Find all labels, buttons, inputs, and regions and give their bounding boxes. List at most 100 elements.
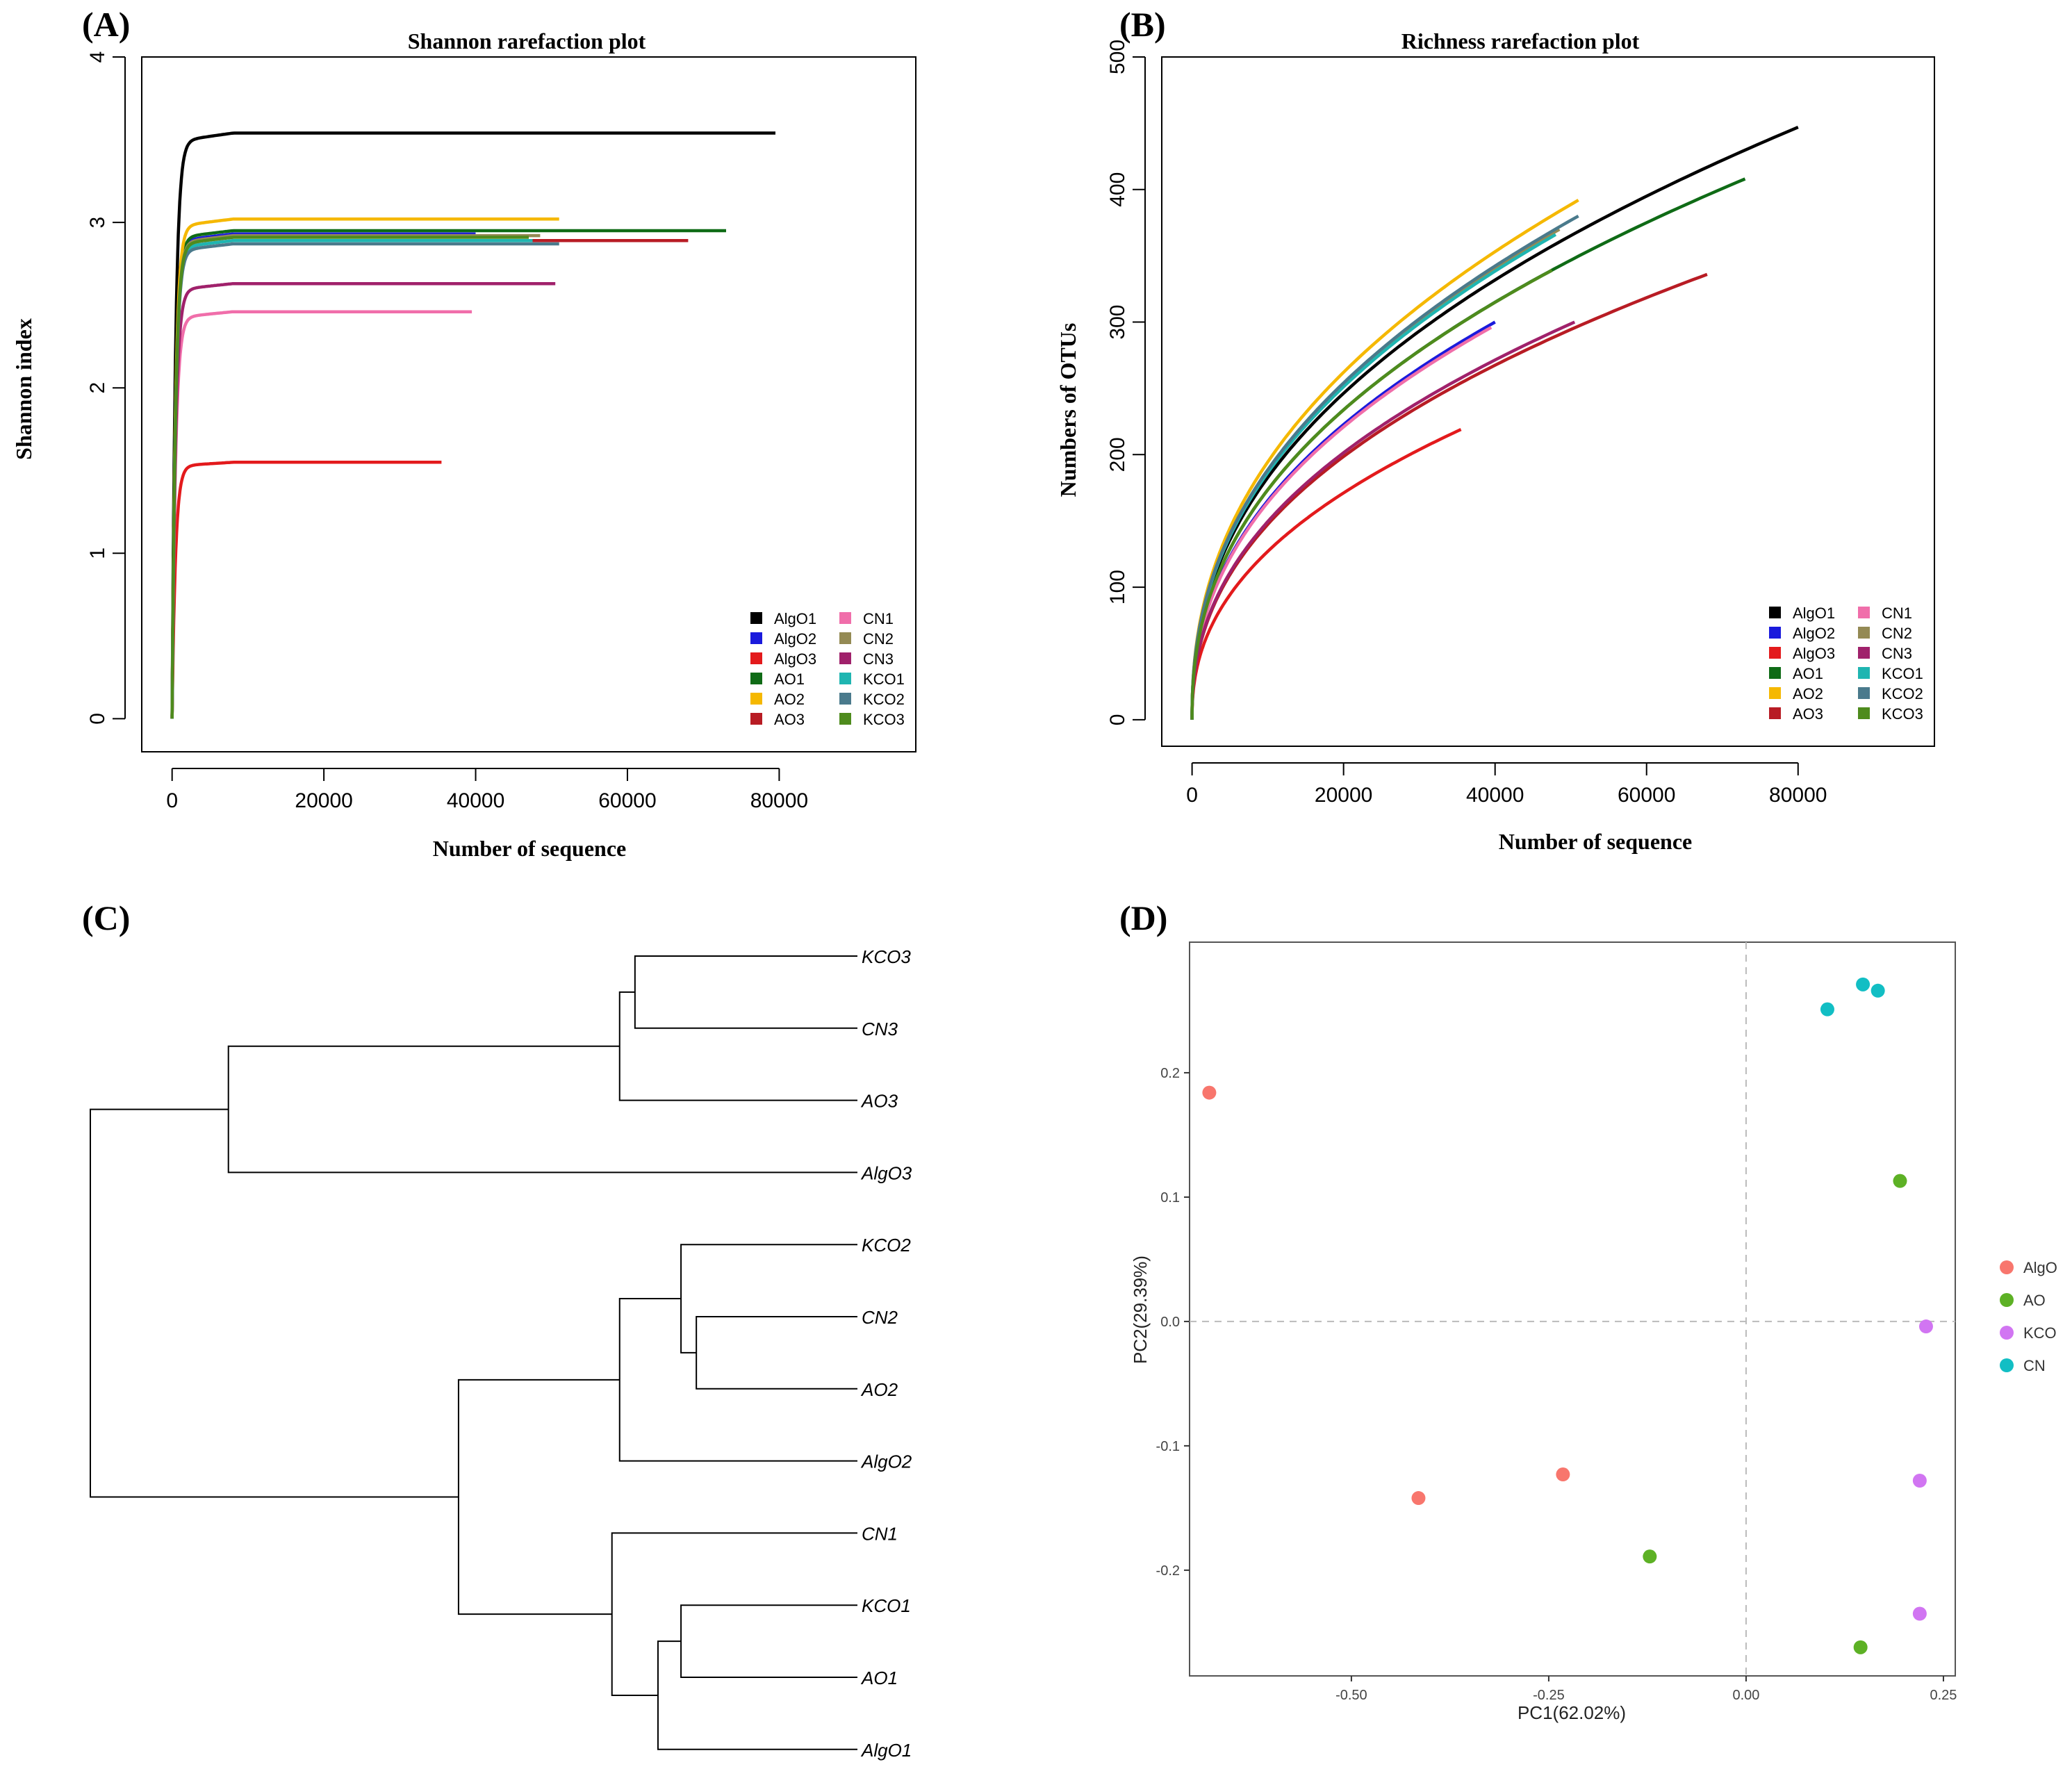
series-line-cn2-a xyxy=(170,233,541,720)
x-tick-label-d: 0.25 xyxy=(1930,1688,1957,1703)
legend-label-algo1-b: AlgO1 xyxy=(1793,604,1835,622)
x-tick-label-b: 20000 xyxy=(1315,784,1372,807)
legend-label-cn: CN xyxy=(2023,1357,2046,1374)
x-tick-label-d: -0.50 xyxy=(1335,1688,1367,1703)
x-tick-label-a: 80000 xyxy=(750,789,808,812)
point-algo xyxy=(1202,1085,1217,1100)
legend-label-kco2-a: KCO2 xyxy=(863,691,905,708)
series-lines-b xyxy=(1190,126,1799,720)
x-ticks-d: -0.50 -0.25 0.00 0.25 xyxy=(1335,1676,1957,1703)
y-ticks-d: 0.2 0.1 0.0 -0.1 -0.2 xyxy=(1156,1066,1190,1579)
series-line-algo3-a xyxy=(170,461,442,721)
panel-label-a: (A) xyxy=(82,5,130,44)
legend-swatch-cn2-a xyxy=(839,632,851,644)
legend-label-ao3-b: AO3 xyxy=(1793,705,1823,723)
point-ao xyxy=(1853,1640,1868,1654)
legend-swatch-algo1-b xyxy=(1769,607,1781,618)
y-tick-label-a: 0 xyxy=(86,713,109,725)
y-tick-label-a: 1 xyxy=(86,548,109,559)
legend-label-kco2-b: KCO2 xyxy=(1882,685,1923,702)
legend-label-cn1-a: CN1 xyxy=(863,610,894,627)
legend-swatch-kco2-b xyxy=(1858,687,1870,699)
point-ao xyxy=(1643,1549,1657,1564)
panel-label-c: (C) xyxy=(82,898,130,937)
y-tick-label-d: -0.1 xyxy=(1156,1439,1180,1454)
x-tick-label-a: 60000 xyxy=(598,789,656,812)
leaf-label-algo3: AlgO3 xyxy=(860,1162,912,1183)
series-lines-a xyxy=(170,131,775,721)
series-line-algo2-a xyxy=(170,232,476,720)
y-tick-label-b: 0 xyxy=(1106,714,1129,726)
leaf-label-ao1: AO1 xyxy=(860,1668,898,1688)
x-tick-label-b: 40000 xyxy=(1466,784,1524,807)
x-tick-label-a: 0 xyxy=(166,789,178,812)
panel-label-b: (B) xyxy=(1119,5,1166,44)
series-line-kco3-a xyxy=(170,236,529,720)
y-axis-title-b: Numbers of OTUs xyxy=(1055,323,1080,497)
reference-lines-d xyxy=(1190,942,1955,1676)
legend-a: AlgO1 AlgO2 AlgO3 AO1 AO2 AO3 CN1 CN2 CN3 KCO1 KCO… xyxy=(750,610,905,728)
legend-b: AlgO1 AlgO2 AlgO3 AO1 AO2 AO3 CN1 CN2 CN3 KCO1 KCO… xyxy=(1769,604,1923,723)
legend-label-kco3-b: KCO3 xyxy=(1882,705,1923,723)
legend-swatch-ao1-a xyxy=(750,673,762,684)
legend-label-ao1-a: AO1 xyxy=(774,670,805,688)
legend-swatch-ao3-b xyxy=(1769,707,1781,719)
dendrogram-branches xyxy=(90,955,857,1750)
y-tick-label-d: 0.0 xyxy=(1160,1315,1180,1330)
legend-label-algo2-a: AlgO2 xyxy=(774,630,816,648)
y-tick-label-b: 200 xyxy=(1106,437,1129,472)
branch-m11 xyxy=(90,1108,459,1498)
y-tick-label-d: -0.2 xyxy=(1156,1563,1180,1579)
branch-m2 xyxy=(618,991,857,1101)
chart-title-b: Richness rarefaction plot xyxy=(1401,28,1640,54)
y-tick-label-b: 100 xyxy=(1106,570,1129,604)
legend-label-algo: AlgO xyxy=(2023,1259,2057,1276)
branch-m5 xyxy=(680,1244,857,1354)
y-ticks-a: 0 1 2 3 4 xyxy=(86,51,126,725)
legend-swatch-algo2-a xyxy=(750,632,762,644)
y-tick-label-b: 500 xyxy=(1106,40,1129,74)
legend-label-cn2-a: CN2 xyxy=(863,630,894,648)
legend-swatch-kco3-a xyxy=(839,713,851,725)
legend-label-ao: AO xyxy=(2023,1292,2046,1309)
legend-swatch-ao2-b xyxy=(1769,687,1781,699)
series-line-cn3-a xyxy=(170,281,556,720)
point-kco xyxy=(1912,1473,1927,1488)
branch-m10 xyxy=(457,1379,620,1615)
legend-dot-kco xyxy=(2000,1326,2014,1340)
point-cn xyxy=(1820,1002,1834,1017)
legend-dot-ao xyxy=(2000,1293,2014,1307)
x-axis-title-b: Number of sequence xyxy=(1499,829,1693,854)
x-tick-label-b: 0 xyxy=(1186,784,1198,807)
legend-swatch-cn1-b xyxy=(1858,607,1870,618)
y-axis-title-d: PC2(29.39%) xyxy=(1130,1256,1151,1364)
scatter-points-d xyxy=(1202,977,1933,1654)
legend-d: AlgO AO KCO CN xyxy=(2000,1259,2057,1374)
legend-label-kco1-a: KCO1 xyxy=(863,670,905,688)
plot-area-a xyxy=(141,56,916,752)
y-tick-label-b: 300 xyxy=(1106,305,1129,340)
legend-swatch-kco2-a xyxy=(839,693,851,705)
legend-label-kco3-a: KCO3 xyxy=(863,711,905,728)
legend-swatch-algo2-b xyxy=(1769,627,1781,639)
branch-m4 xyxy=(696,1316,857,1390)
x-tick-label-b: 80000 xyxy=(1769,784,1827,807)
branch-m6 xyxy=(618,1298,857,1462)
legend-label-ao2-a: AO2 xyxy=(774,691,805,708)
legend-swatch-kco3-b xyxy=(1858,707,1870,719)
x-tick-label-d: 0.00 xyxy=(1732,1688,1759,1703)
legend-label-kco1-b: KCO1 xyxy=(1882,665,1923,682)
y-tick-label-a: 2 xyxy=(86,382,109,394)
leaf-label-algo1: AlgO1 xyxy=(860,1740,912,1761)
legend-dot-algo xyxy=(2000,1260,2014,1274)
series-line-algo3-b xyxy=(1190,428,1462,720)
legend-swatch-cn3-a xyxy=(839,652,851,664)
y-tick-label-d: 0.2 xyxy=(1160,1066,1180,1081)
branch-m9 xyxy=(611,1532,857,1696)
leaf-label-kco3: KCO3 xyxy=(862,946,911,967)
point-kco xyxy=(1912,1606,1927,1621)
legend-label-algo3-b: AlgO3 xyxy=(1793,645,1835,662)
legend-swatch-kco1-a xyxy=(839,673,851,684)
branch-m8 xyxy=(657,1640,857,1750)
